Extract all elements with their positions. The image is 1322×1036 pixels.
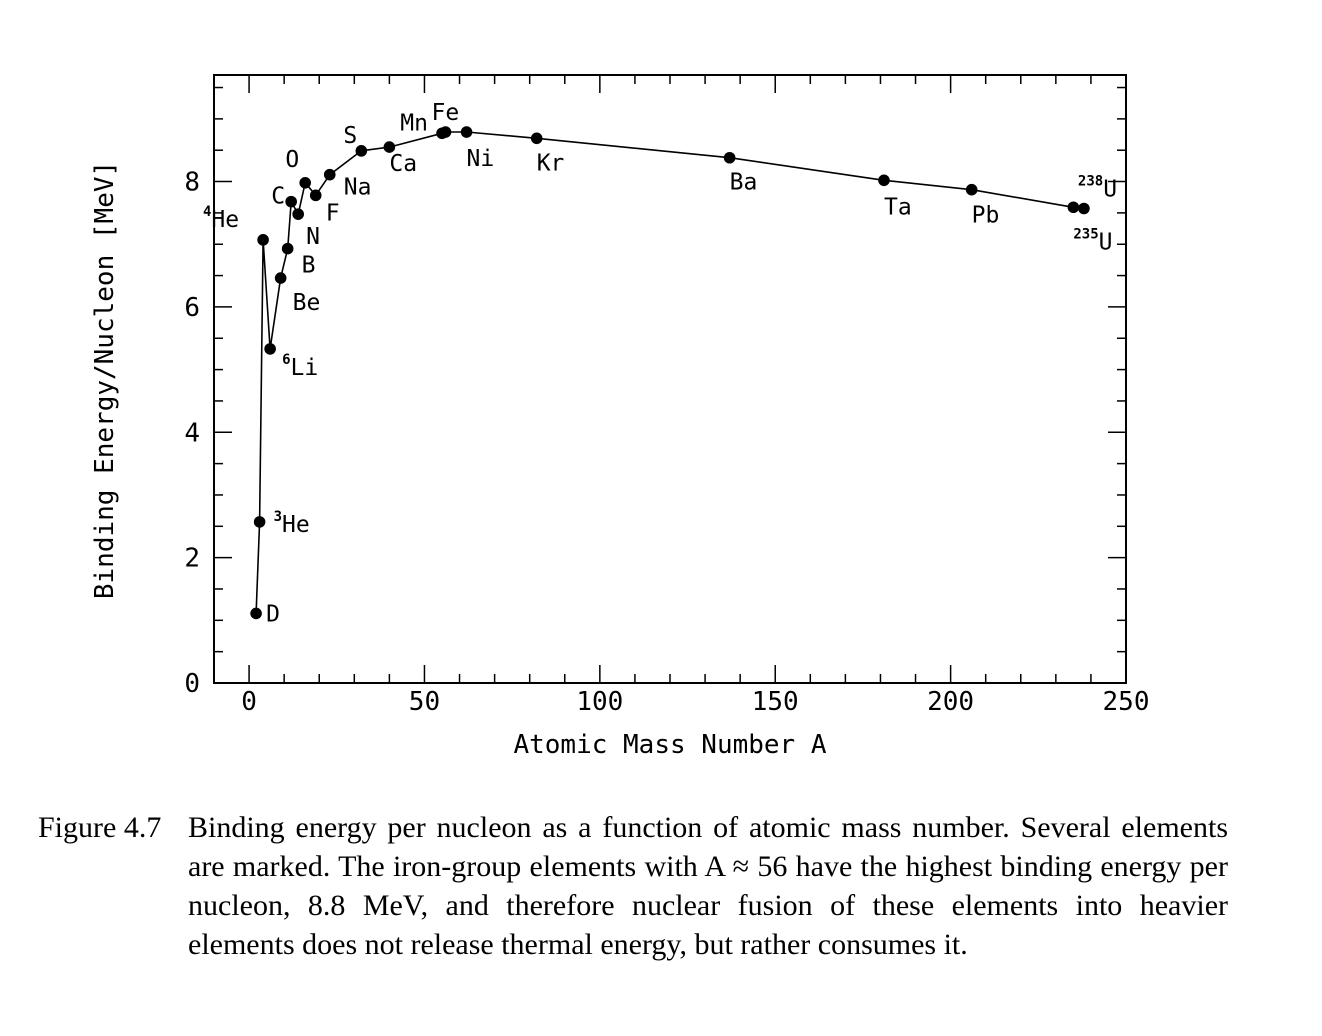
data-point (264, 343, 276, 355)
point-label: Ta (884, 194, 912, 220)
data-point (439, 126, 452, 138)
data-point (355, 145, 368, 157)
x-tick-label: 200 (927, 687, 974, 717)
caption-text: Binding energy per nucleon as a function… (188, 811, 1228, 961)
point-label-symbol: He (211, 207, 239, 233)
axis-tick-labels: 0 50 100 150 200 250 0 2 4 6 8 (184, 168, 1149, 717)
x-tick-label: 250 (1103, 687, 1150, 717)
data-point (250, 607, 262, 620)
point-label-symbol: Li (291, 355, 319, 381)
point-label: Kr (537, 150, 565, 176)
point-label-superscript: 3 (274, 509, 282, 525)
plot-frame (213, 74, 1127, 684)
point-label: F (326, 200, 340, 226)
point-label-superscript: 6 (282, 352, 290, 368)
point-label: 238U (1078, 174, 1117, 203)
data-point (323, 168, 336, 181)
point-label-symbol: U (1099, 229, 1113, 255)
point-label: Be (293, 290, 321, 316)
point-label: Na (344, 175, 372, 201)
data-point (281, 242, 294, 255)
data-point (460, 126, 473, 138)
data-point (285, 195, 297, 208)
point-label: N (306, 224, 320, 250)
point-label: O (285, 147, 299, 173)
point-label: Pb (972, 203, 1000, 229)
point-label: B (302, 253, 316, 279)
point-label: Mn (400, 110, 428, 136)
point-label-symbol: U (1103, 177, 1117, 203)
figure-caption: Figure 4.7 Binding energy per nucleon as… (38, 808, 1228, 964)
figure-number: Figure 4.7 (38, 811, 162, 844)
point-label: Fe (432, 100, 460, 126)
x-axis-title: Atomic Mass Number A (513, 730, 826, 760)
point-label: 235U (1073, 226, 1112, 255)
series-polyline (255, 131, 1084, 614)
data-point (292, 208, 304, 220)
data-point (723, 151, 736, 164)
x-tick-label: 150 (752, 687, 799, 717)
point-label: 4He (203, 204, 239, 233)
y-tick-label: 4 (184, 418, 200, 448)
data-point (257, 234, 269, 246)
data-point (383, 141, 396, 153)
data-point (878, 174, 890, 187)
x-tick-label: 50 (409, 687, 440, 717)
data-points (250, 126, 1090, 620)
data-point (1067, 201, 1080, 214)
data-point (965, 183, 978, 196)
point-label: 3He (274, 509, 310, 538)
point-label-symbol: He (282, 512, 310, 538)
data-point (274, 272, 287, 284)
y-axis-title: Binding Energy/Nucleon [MeV] (90, 161, 120, 599)
point-label: 6Li (282, 352, 318, 381)
y-tick-label: 6 (184, 293, 200, 323)
series-line (255, 131, 1084, 614)
point-label-superscript: 4 (203, 204, 211, 220)
x-tick-label: 100 (576, 687, 623, 717)
data-point (1078, 202, 1090, 215)
data-point (530, 132, 543, 145)
data-point (309, 189, 322, 202)
data-point (253, 516, 266, 528)
point-label: S (343, 123, 357, 149)
point-label: Ni (467, 146, 495, 172)
y-tick-label: 2 (184, 544, 200, 574)
point-label: Ca (389, 151, 417, 177)
y-tick-label: 8 (184, 168, 200, 198)
axis-ticks (213, 75, 1127, 684)
y-tick-label: 0 (184, 669, 200, 699)
point-label: D (266, 601, 280, 627)
x-tick-label: 0 (241, 687, 257, 717)
data-point (299, 177, 312, 189)
point-label: Ba (730, 170, 758, 196)
point-label-superscript: 235 (1073, 226, 1098, 242)
point-label: C (271, 184, 285, 210)
point-label-superscript: 238 (1078, 174, 1103, 190)
